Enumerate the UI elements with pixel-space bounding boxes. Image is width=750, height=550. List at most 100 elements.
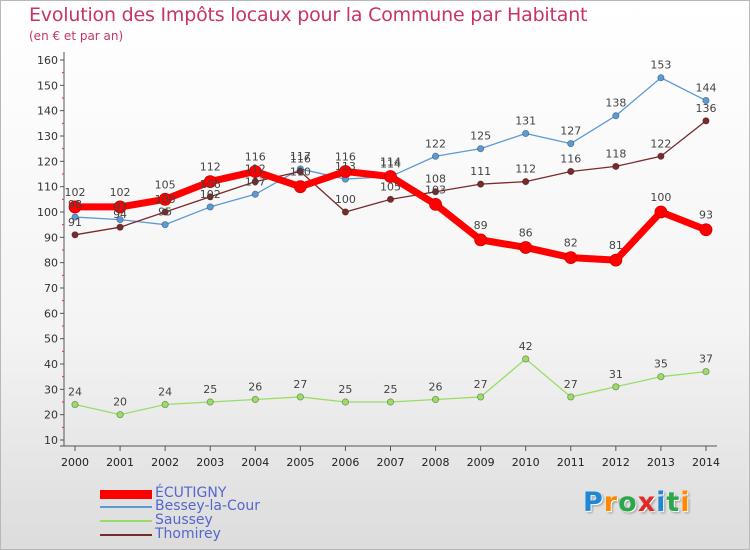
- data-point: [71, 400, 79, 409]
- data-point: [251, 395, 259, 404]
- data-label: 91: [68, 216, 82, 229]
- data-label: 116: [245, 150, 266, 163]
- data-label: 24: [158, 386, 172, 399]
- x-tick-label: 2007: [376, 456, 404, 469]
- y-tick-label: 130: [37, 130, 58, 143]
- data-point: [657, 152, 665, 160]
- data-point: [206, 398, 214, 406]
- x-tick-label: 2008: [422, 456, 450, 469]
- x-tick-label: 2005: [286, 456, 314, 469]
- y-tick-label: 10: [44, 434, 58, 447]
- data-label: 31: [609, 368, 623, 381]
- data-point: [612, 162, 620, 170]
- y-tick-label: 20: [44, 409, 58, 422]
- chart-title: Evolution des Impôts locaux pour la Comm…: [29, 4, 588, 26]
- data-label: 42: [519, 340, 533, 353]
- data-label: 116: [290, 152, 311, 165]
- data-label: 25: [203, 383, 217, 396]
- data-point: [116, 411, 124, 419]
- proxiti-logo: Proxiti: [583, 487, 691, 518]
- y-tick-label: 30: [44, 383, 58, 396]
- data-label: 144: [695, 82, 716, 95]
- data-point: [293, 180, 307, 194]
- data-point: [341, 208, 350, 216]
- data-label: 114: [380, 156, 401, 169]
- y-tick-label: 140: [37, 105, 58, 118]
- data-label: 111: [470, 165, 491, 178]
- y-tick-label: 40: [44, 358, 58, 371]
- data-point: [702, 367, 710, 376]
- data-point: [161, 208, 169, 216]
- data-point: [113, 200, 127, 214]
- data-point: [567, 167, 575, 176]
- data-point: [477, 145, 485, 153]
- x-tick-label: 2009: [467, 456, 495, 469]
- data-label: 103: [425, 183, 446, 196]
- data-point: [654, 205, 668, 219]
- data-point: [702, 96, 710, 105]
- data-label: 26: [429, 380, 443, 393]
- data-label: 37: [699, 353, 713, 366]
- x-tick-label: 2004: [241, 456, 269, 469]
- data-label: 118: [605, 147, 626, 160]
- data-point: [657, 74, 665, 82]
- y-tick-label: 100: [37, 206, 58, 219]
- data-label: 112: [515, 163, 536, 176]
- chart-subtitle: (en € et par an): [29, 29, 124, 43]
- data-label: 138: [605, 97, 626, 110]
- data-point: [474, 233, 488, 247]
- legend-swatch: [100, 490, 152, 499]
- data-label: 27: [293, 378, 307, 391]
- data-label: 107: [245, 175, 266, 188]
- legend-swatch: [100, 506, 152, 508]
- data-point: [609, 253, 623, 267]
- x-tick-label: 2010: [512, 456, 540, 469]
- data-point: [68, 200, 82, 214]
- data-point: [161, 221, 169, 229]
- legend-label: Bessey-la-Cour: [155, 498, 260, 514]
- data-point: [702, 117, 710, 125]
- data-label: 25: [383, 383, 397, 396]
- data-label: 98: [68, 198, 82, 211]
- y-tick-label: 70: [44, 282, 58, 295]
- data-label: 100: [155, 193, 176, 206]
- data-label: 97: [113, 201, 127, 214]
- data-point: [116, 216, 124, 224]
- data-point: [296, 167, 304, 176]
- data-label: 122: [650, 137, 671, 150]
- data-label: 114: [380, 158, 401, 171]
- x-tick-label: 2000: [61, 456, 89, 469]
- data-point: [339, 165, 352, 178]
- data-label: 112: [200, 161, 221, 174]
- data-point: [431, 395, 440, 404]
- data-label: 106: [200, 178, 221, 191]
- x-tick-label: 2014: [692, 456, 720, 469]
- data-label: 102: [65, 186, 86, 199]
- data-point: [206, 203, 214, 211]
- data-label: 24: [68, 386, 82, 399]
- data-point: [341, 398, 350, 406]
- legend-swatch: [100, 520, 152, 522]
- data-point: [522, 355, 530, 363]
- data-label: 86: [519, 226, 533, 239]
- data-label: 153: [650, 59, 671, 72]
- data-point: [612, 112, 620, 120]
- data-point: [71, 213, 79, 221]
- data-label: 125: [470, 130, 491, 143]
- y-tick-label: 60: [44, 307, 58, 320]
- data-label: 112: [245, 163, 266, 176]
- data-label: 127: [560, 125, 581, 138]
- data-point: [522, 129, 530, 138]
- data-label: 93: [699, 209, 713, 222]
- data-point: [567, 140, 575, 148]
- x-tick-label: 2001: [106, 456, 134, 469]
- x-tick-label: 2011: [557, 456, 585, 469]
- data-point: [161, 400, 169, 409]
- data-label: 136: [695, 102, 716, 115]
- data-point: [251, 178, 259, 186]
- data-label: 82: [564, 237, 578, 250]
- data-point: [564, 251, 578, 265]
- data-point: [384, 170, 397, 183]
- legend-label: Thomirey: [155, 526, 221, 542]
